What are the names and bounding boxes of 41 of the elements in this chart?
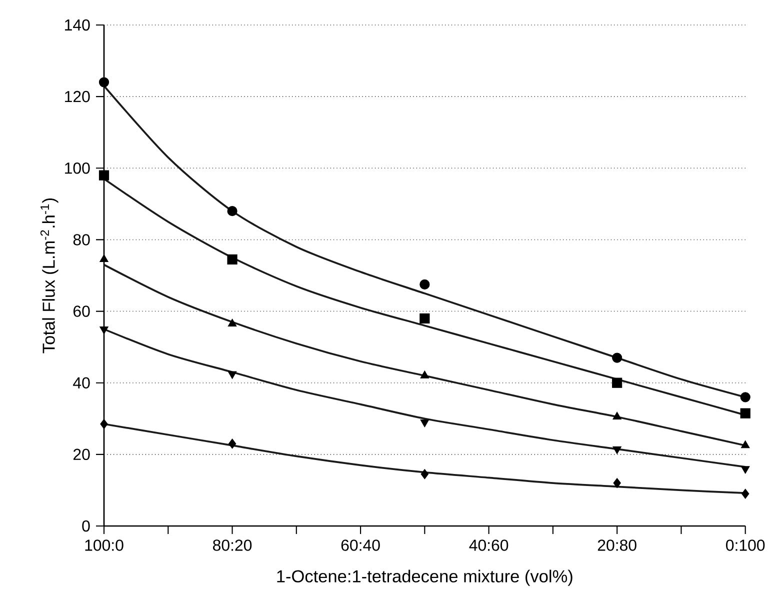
y-axis-title: Total Flux (L.m$^{-2}$.h$^{-1}$)	[40, 198, 58, 354]
point	[420, 420, 430, 428]
x-tick-label: 20:80	[598, 540, 636, 551]
y-tick-label: 80	[73, 234, 90, 246]
point	[228, 438, 236, 449]
x-tick-label: 40:60	[469, 540, 508, 551]
point	[612, 446, 622, 454]
point	[612, 352, 622, 363]
point	[100, 418, 108, 430]
point	[100, 326, 108, 334]
x-axis-title: 1-Octene:1-tetradecene mixture (vol%)	[277, 570, 572, 586]
point	[740, 466, 750, 474]
point	[420, 370, 430, 378]
y-tick-label: 40	[73, 377, 90, 388]
point	[740, 392, 750, 402]
x-tick-label: 0:100	[726, 540, 765, 551]
y-tick-label: 20	[73, 448, 90, 460]
point	[420, 313, 430, 324]
point	[740, 440, 750, 448]
y-tick-label: 60	[74, 306, 90, 317]
point	[613, 478, 621, 488]
point	[612, 412, 622, 420]
point	[100, 254, 108, 262]
y-tick-label: 140	[65, 19, 90, 31]
x-tick-label: 60:40	[341, 540, 380, 551]
point	[420, 469, 429, 480]
y-tick-label: 100	[65, 162, 90, 174]
y-tick-label: 0	[82, 520, 90, 532]
point	[98, 170, 110, 180]
point	[741, 488, 750, 499]
point	[227, 206, 238, 216]
point	[420, 279, 430, 290]
point	[98, 77, 110, 88]
point	[228, 318, 237, 326]
point	[612, 378, 622, 388]
point	[227, 254, 238, 264]
x-tick-label: 80:20	[213, 540, 252, 551]
point	[228, 371, 237, 379]
y-tick-label: 120	[65, 90, 90, 102]
point	[740, 408, 750, 418]
x-tick-label: 100:0	[85, 540, 124, 551]
